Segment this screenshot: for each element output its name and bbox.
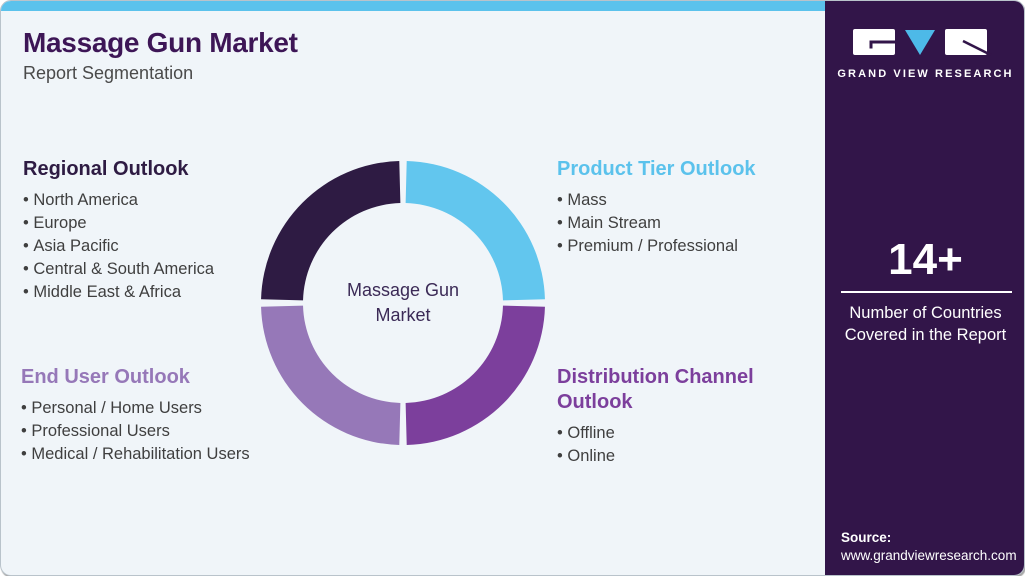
list-item: North America (23, 189, 214, 212)
list-item: Medical / Rehabilitation Users (21, 443, 249, 466)
donut-chart-svg (261, 161, 545, 445)
brand-logo: GRAND VIEW RESEARCH (825, 27, 1024, 80)
donut-segment-distribution-channel-outlook (405, 305, 545, 445)
list-item: Central & South America (23, 258, 214, 281)
page-subtitle: Report Segmentation (23, 63, 194, 83)
list-item: Europe (23, 212, 214, 235)
list-item: Online (557, 445, 772, 468)
regional-outlook-heading: Regional Outlook (23, 158, 189, 180)
brand-wordmark: GRAND VIEW RESEARCH (837, 68, 1014, 80)
list-item: Asia Pacific (23, 235, 214, 258)
list-item: Middle East & Africa (23, 281, 214, 304)
list-item: Professional Users (21, 420, 250, 443)
source-block: Source: www.grandviewresearch.com (841, 530, 1017, 563)
divider-line (841, 291, 1012, 293)
source-url: www.grandviewresearch.com (841, 548, 1017, 563)
distribution-channel-outlook-heading: Distribution Channel Outlook (557, 366, 754, 413)
top-accent-bar (1, 1, 825, 11)
list-item: Personal / Home Users (21, 397, 250, 420)
end-user-outlook-heading: End User Outlook (21, 366, 190, 388)
page-title: Massage Gun Market (23, 27, 298, 58)
donut-segment-regional-outlook (261, 161, 401, 301)
list-item: Main Stream (557, 212, 756, 235)
distribution-channel-outlook-list: OfflineOnline (557, 422, 772, 468)
end-user-outlook-section: End User Outlook Personal / Home UsersPr… (21, 365, 250, 466)
list-item: Mass (557, 189, 756, 212)
end-user-outlook-list: Personal / Home UsersProfessional UsersM… (21, 397, 250, 466)
sidebar: GRAND VIEW RESEARCH 14+ Number of Countr… (825, 1, 1024, 575)
header: Massage Gun Market Report Segmentation (23, 27, 298, 84)
countries-count: 14+ (888, 235, 963, 284)
main-panel: Massage Gun Market Report Segmentation R… (1, 1, 825, 575)
list-item: Premium / Professional (557, 235, 756, 258)
countries-stat: 14+ Number of Countries Covered in the R… (825, 235, 1024, 346)
donut-segment-end-user-outlook (261, 305, 401, 445)
gvr-logo-icon (852, 29, 992, 57)
product-tier-outlook-section: Product Tier Outlook MassMain StreamPrem… (557, 157, 756, 258)
donut-segment-product-tier-outlook (405, 161, 545, 301)
donut-chart: Massage Gun Market (258, 158, 548, 448)
list-item: Offline (557, 422, 772, 445)
product-tier-outlook-list: MassMain StreamPremium / Professional (557, 189, 756, 258)
regional-outlook-section: Regional Outlook North AmericaEuropeAsia… (23, 157, 214, 304)
countries-caption: Number of Countries Covered in the Repor… (844, 304, 1007, 344)
regional-outlook-list: North AmericaEuropeAsia PacificCentral &… (23, 189, 214, 304)
source-label: Source: (841, 530, 892, 545)
distribution-channel-outlook-section: Distribution Channel Outlook OfflineOnli… (557, 365, 772, 468)
product-tier-outlook-heading: Product Tier Outlook (557, 158, 756, 180)
